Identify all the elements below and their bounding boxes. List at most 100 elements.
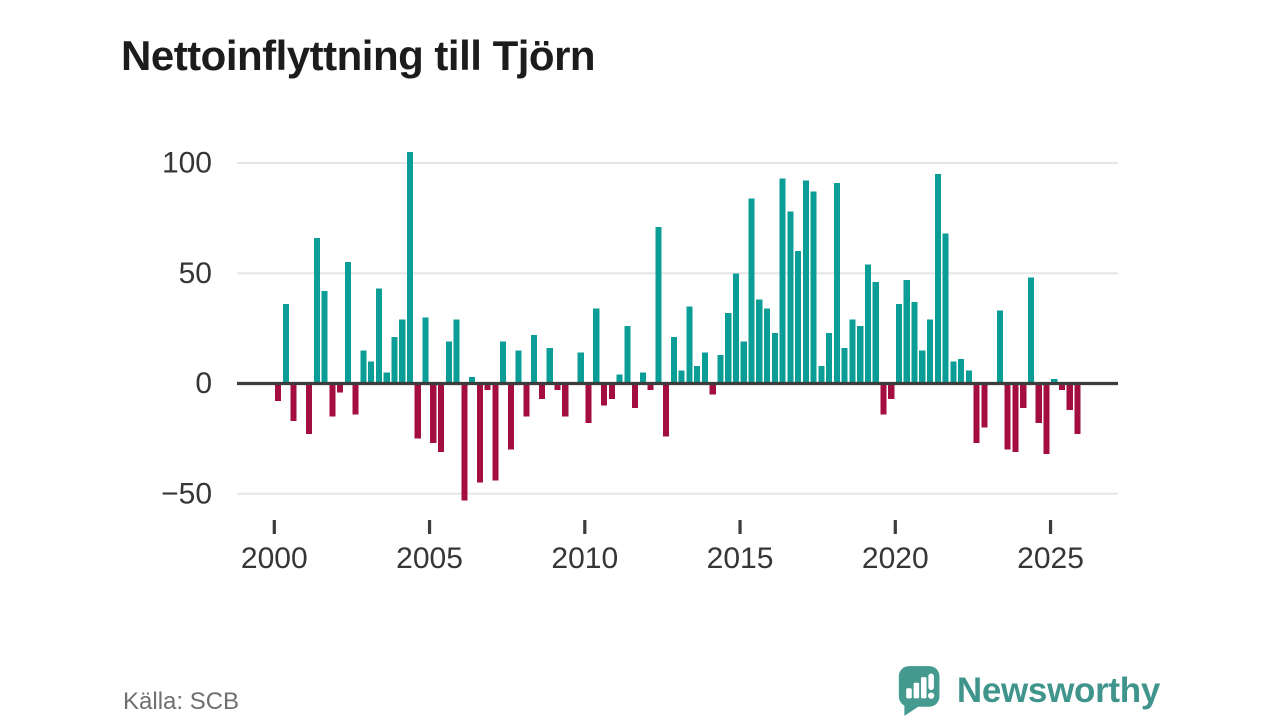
bar-2018-Q1 [833,182,840,384]
y-axis-label: 50 [179,257,212,290]
bar-2003-Q1 [368,361,375,384]
bar-2021-Q2 [934,174,941,384]
bar-2007-Q4 [515,350,522,384]
migration-bar-chart: 100 50 0 −50 2000 2005 2010 2015 2020 2025 [161,147,1118,575]
bar-2016-Q2 [779,178,786,384]
bar-2021-Q1 [927,319,934,384]
bar-2017-Q4 [826,332,833,384]
bar-2016-Q1 [771,332,778,384]
bar-2013-Q4 [701,352,709,384]
bar-2002-Q3 [352,383,359,415]
bar-2012-Q1 [647,383,654,391]
bar-2017-Q3 [818,365,825,384]
bar-2017-Q1 [802,180,809,384]
bar-2000-Q2 [282,304,289,384]
bar-2022-Q4 [981,383,988,428]
newsworthy-logo-icon [898,666,940,716]
bar-2022-Q3 [973,383,980,444]
bar-2006-Q3 [476,383,483,483]
x-axis-label: 2015 [707,542,774,575]
page-title: Nettoinflyttning till Tjörn [121,32,596,80]
bar-2010-Q4 [608,383,615,399]
bar-2013-Q3 [694,365,701,384]
bar-2014-Q1 [709,383,716,395]
bar-2015-Q4 [764,308,771,384]
bar-2006-Q4 [484,383,491,391]
bar-2004-Q3 [414,383,421,439]
bar-2002-Q1 [337,383,344,393]
bar-2007-Q1 [492,383,499,481]
bar-2012-Q2 [655,226,662,384]
bar-2003-Q2 [375,288,383,384]
bar-2020-Q1 [895,304,903,384]
bar-2011-Q4 [639,372,646,384]
bar-2019-Q2 [872,282,879,384]
x-axis-label: 2025 [1017,542,1084,575]
bar-2001-Q2 [313,237,320,384]
bar-2005-Q3 [445,341,452,384]
bar-2010-Q2 [593,308,600,384]
y-axis-label: 100 [162,147,212,180]
source-note: Källa: SCB [123,688,240,715]
bar-2023-Q3 [1004,383,1011,450]
bar-2021-Q3 [942,233,949,384]
bar-2014-Q2 [717,354,724,384]
bar-2015-Q3 [756,299,763,384]
bar-2016-Q4 [795,251,802,384]
bar-2013-Q2 [686,306,693,384]
bar-2011-Q3 [632,383,639,408]
bar-2009-Q4 [577,352,584,384]
bar-2002-Q2 [344,262,351,384]
bar-2025-Q2 [1058,383,1066,391]
brand-lockup: Newsworthy [897,664,1160,718]
bar-2020-Q2 [903,279,910,384]
bar-2020-Q3 [911,301,918,384]
bar-2006-Q2 [469,376,476,384]
bar-2004-Q2 [406,151,414,384]
bar-2024-Q4 [1043,383,1050,455]
bar-2019-Q4 [888,383,895,399]
bar-2018-Q2 [841,348,848,384]
bar-2010-Q1 [585,383,592,424]
bar-2024-Q1 [1020,383,1027,408]
bar-2008-Q1 [523,383,530,417]
bar-2019-Q3 [880,383,887,415]
bar-2015-Q2 [748,198,755,384]
bar-2012-Q3 [663,383,670,437]
bar-2005-Q2 [438,383,445,452]
bar-2024-Q2 [1027,277,1035,384]
bar-2003-Q3 [383,372,390,384]
bar-2003-Q4 [391,337,398,384]
bar-2025-Q3 [1066,383,1073,410]
bar-2014-Q4 [732,273,740,384]
x-axis-label: 2010 [551,542,618,575]
bar-2022-Q2 [965,370,972,384]
bar-2011-Q2 [624,326,631,384]
bar-2007-Q3 [507,383,514,450]
bar-2018-Q3 [849,319,856,384]
bar-2023-Q2 [996,310,1003,384]
bar-2023-Q4 [1012,383,1019,452]
bar-2001-Q3 [321,290,328,384]
x-axis-label: 2000 [241,542,308,575]
bar-2007-Q2 [500,341,507,384]
bar-2005-Q4 [453,319,460,384]
bar-2020-Q4 [919,350,926,384]
bar-2013-Q1 [678,370,685,384]
x-axis-label: 2020 [862,542,929,575]
bar-2024-Q3 [1035,383,1042,424]
bar-2010-Q3 [601,383,608,406]
x-axis-label: 2005 [396,542,463,575]
bar-2009-Q1 [554,383,561,391]
bar-2012-Q4 [670,337,677,384]
bar-2009-Q2 [562,383,569,417]
bar-2000-Q1 [275,383,282,402]
y-axis-label: −50 [161,477,212,510]
bar-2008-Q4 [546,348,553,384]
bar-2002-Q4 [360,350,367,384]
bar-2025-Q4 [1074,383,1081,435]
bar-2017-Q2 [810,191,817,384]
bar-2004-Q4 [422,317,429,384]
bar-2008-Q2 [531,334,538,384]
bar-2018-Q4 [857,326,864,384]
